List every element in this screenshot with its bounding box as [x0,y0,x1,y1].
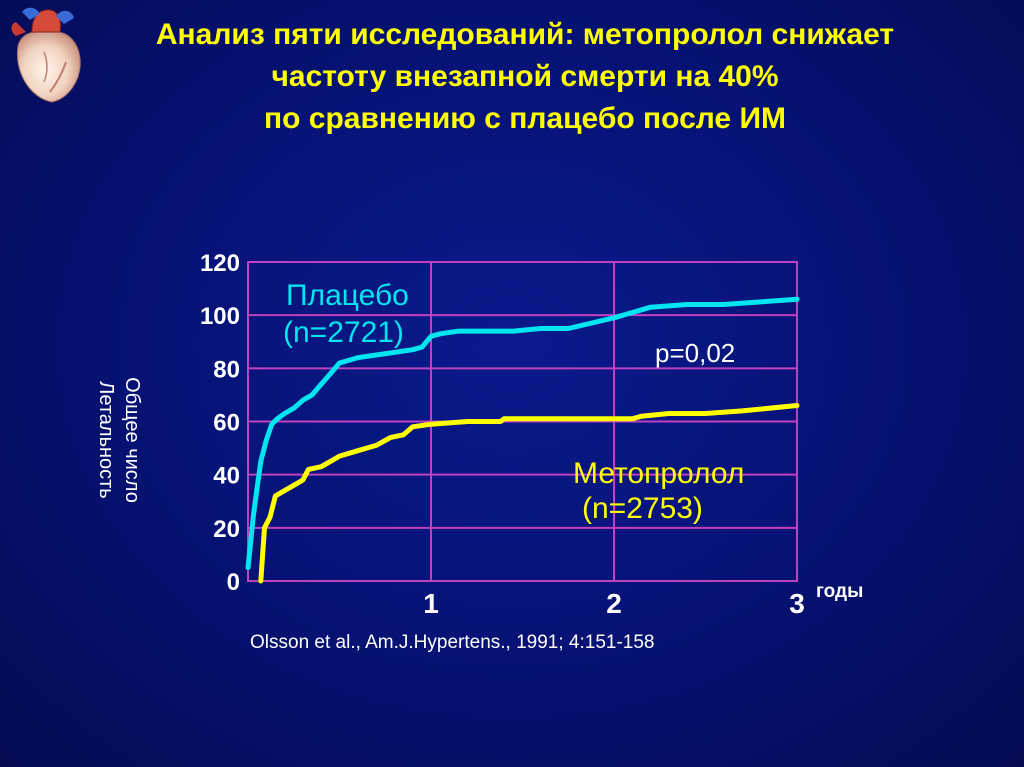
citation: Olsson et al., Am.J.Hypertens., 1991; 4:… [250,632,655,653]
slide-title: Анализ пяти исследований: метопролол сни… [90,14,960,140]
p-value-annotation: p=0,02 [655,338,735,368]
x-tick-label: 1 [423,588,439,619]
y-axis-label: Общее число Летальность [93,340,145,540]
heart-icon [11,7,81,103]
y-axis-label-line-2: Летальность [95,381,117,499]
series-line-0 [245,296,800,571]
y-axis-label-line-1: Общее число [121,377,143,503]
x-axis-label: годы [816,581,863,602]
title-line-1: Анализ пяти исследований: метопролол сни… [155,18,895,51]
y-tick-label: 20 [213,516,240,543]
legend-label-placebo: Плацебо [286,279,409,312]
y-tick-label: 40 [213,463,240,490]
y-tick-label: 80 [213,356,240,383]
y-tick-label: 60 [213,410,240,437]
legend-label-metoprolol: Метопролол [573,457,744,490]
title-line-3: по сравнению с плацебо после ИМ [263,102,786,135]
y-tick-label: 120 [200,250,240,277]
title-line-2: частоту внезапной смерти на 40% [271,60,779,93]
x-tick-label: 3 [789,588,805,619]
legend-count-placebo: (n=2721) [283,316,404,349]
series-line-1 [258,403,800,584]
y-tick-label: 100 [200,303,240,330]
legend-count-metoprolol: (n=2753) [582,492,703,525]
y-tick-label: 0 [227,569,240,596]
x-tick-label: 2 [606,588,622,619]
